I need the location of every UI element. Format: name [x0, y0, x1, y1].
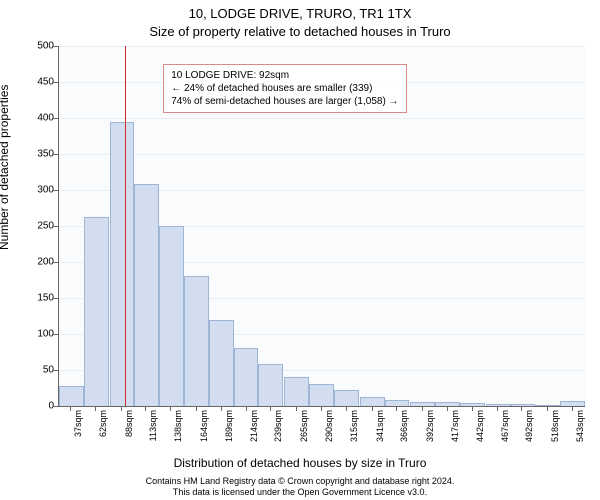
y-tick-label: 150: [37, 293, 54, 304]
y-tick-label: 200: [37, 257, 54, 268]
histogram-bar: [309, 384, 334, 406]
histogram-bar: [334, 390, 359, 406]
x-tick-label: 189sqm: [224, 410, 234, 456]
x-tick-mark: [145, 406, 146, 411]
histogram-bar: [134, 184, 159, 406]
x-tick-label: 492sqm: [524, 410, 534, 456]
x-tick-label: 543sqm: [575, 410, 585, 456]
gridline: [59, 154, 585, 155]
x-tick-label: 113sqm: [148, 410, 158, 456]
y-tick-mark: [53, 370, 58, 371]
y-tick-label: 300: [37, 185, 54, 196]
y-tick-mark: [53, 46, 58, 47]
y-tick-label: 500: [37, 41, 54, 52]
x-tick-mark: [346, 406, 347, 411]
x-tick-label: 239sqm: [273, 410, 283, 456]
x-tick-mark: [95, 406, 96, 411]
x-tick-mark: [447, 406, 448, 411]
plot-area: 10 LODGE DRIVE: 92sqm ← 24% of detached h…: [58, 46, 585, 407]
x-tick-mark: [270, 406, 271, 411]
x-tick-label: 366sqm: [399, 410, 409, 456]
x-tick-mark: [372, 406, 373, 411]
x-tick-label: 37sqm: [73, 410, 83, 456]
x-tick-mark: [472, 406, 473, 411]
y-tick-mark: [53, 406, 58, 407]
y-tick-mark: [53, 334, 58, 335]
histogram-bar: [59, 386, 84, 406]
y-tick-mark: [53, 82, 58, 83]
y-tick-mark: [53, 154, 58, 155]
x-tick-mark: [321, 406, 322, 411]
attribution-line1: Contains HM Land Registry data © Crown c…: [146, 476, 455, 486]
y-tick-mark: [53, 298, 58, 299]
y-tick-label: 250: [37, 221, 54, 232]
histogram-bar: [258, 364, 283, 406]
x-tick-label: 467sqm: [500, 410, 510, 456]
x-tick-label: 265sqm: [299, 410, 309, 456]
y-tick-mark: [53, 118, 58, 119]
annotation-line1: 10 LODGE DRIVE: 92sqm: [171, 70, 289, 81]
annotation-line3: 74% of semi-detached houses are larger (…: [171, 96, 398, 107]
histogram-bar: [511, 404, 536, 406]
gridline: [59, 118, 585, 119]
x-tick-label: 341sqm: [375, 410, 385, 456]
x-tick-label: 315sqm: [349, 410, 359, 456]
x-tick-label: 164sqm: [199, 410, 209, 456]
x-tick-mark: [547, 406, 548, 411]
chart-container: { "chart": { "type": "histogram", "title…: [0, 0, 600, 500]
y-tick-label: 100: [37, 329, 54, 340]
x-tick-label: 417sqm: [450, 410, 460, 456]
x-tick-mark: [296, 406, 297, 411]
y-axis-label: Number of detached properties: [0, 85, 11, 250]
x-tick-label: 138sqm: [173, 410, 183, 456]
histogram-bar: [234, 348, 259, 406]
y-tick-label: 350: [37, 149, 54, 160]
y-tick-label: 400: [37, 113, 54, 124]
histogram-bar: [110, 122, 135, 406]
x-tick-mark: [246, 406, 247, 411]
x-tick-mark: [196, 406, 197, 411]
attribution-line2: This data is licensed under the Open Gov…: [173, 487, 427, 497]
x-tick-label: 214sqm: [249, 410, 259, 456]
x-tick-mark: [422, 406, 423, 411]
attribution: Contains HM Land Registry data © Crown c…: [0, 476, 600, 498]
x-tick-label: 290sqm: [324, 410, 334, 456]
x-tick-mark: [121, 406, 122, 411]
y-tick-mark: [53, 262, 58, 263]
histogram-bar: [284, 377, 309, 406]
annotation-line2: ← 24% of detached houses are smaller (33…: [171, 83, 372, 94]
histogram-bar: [360, 397, 385, 406]
histogram-bar: [486, 404, 511, 406]
histogram-bar: [84, 217, 109, 406]
gridline: [59, 46, 585, 47]
chart-title-line1: 10, LODGE DRIVE, TRURO, TR1 1TX: [0, 6, 600, 21]
x-tick-label: 62sqm: [98, 410, 108, 456]
x-tick-mark: [497, 406, 498, 411]
x-tick-label: 442sqm: [475, 410, 485, 456]
histogram-bar: [184, 276, 209, 406]
x-axis-label: Distribution of detached houses by size …: [0, 456, 600, 470]
x-tick-label: 392sqm: [425, 410, 435, 456]
x-tick-mark: [70, 406, 71, 411]
x-tick-mark: [396, 406, 397, 411]
y-tick-mark: [53, 190, 58, 191]
histogram-bar: [209, 320, 234, 406]
reference-line: [125, 46, 126, 406]
chart-title-line2: Size of property relative to detached ho…: [0, 24, 600, 39]
histogram-bar: [159, 226, 184, 406]
x-tick-mark: [170, 406, 171, 411]
annotation-box: 10 LODGE DRIVE: 92sqm ← 24% of detached h…: [163, 64, 406, 113]
x-tick-mark: [572, 406, 573, 411]
x-tick-label: 518sqm: [550, 410, 560, 456]
y-tick-label: 450: [37, 77, 54, 88]
x-tick-mark: [221, 406, 222, 411]
y-tick-mark: [53, 226, 58, 227]
x-tick-label: 88sqm: [124, 410, 134, 456]
x-tick-mark: [521, 406, 522, 411]
